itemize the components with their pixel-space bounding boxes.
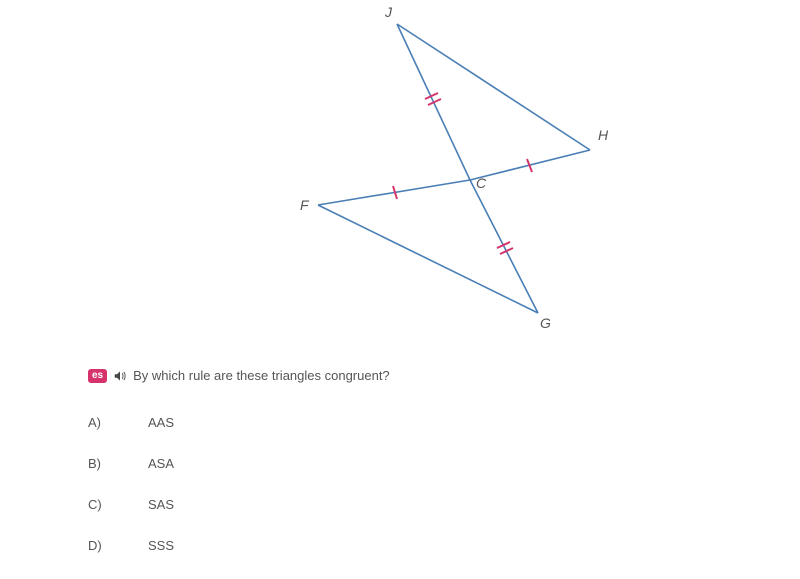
option-text: SSS <box>148 538 174 553</box>
option-text: ASA <box>148 456 174 471</box>
option-text: AAS <box>148 415 174 430</box>
es-badge[interactable]: es <box>88 369 107 383</box>
label-F: F <box>300 197 310 213</box>
question-text: By which rule are these triangles congru… <box>133 368 390 383</box>
label-G: G <box>540 315 551 330</box>
edge-GF <box>318 205 538 313</box>
answer-options: A) AAS B) ASA C) SAS D) SSS <box>88 415 174 579</box>
label-C: C <box>476 175 487 191</box>
diagram-svg: J H C F G <box>280 0 630 330</box>
label-J: J <box>384 4 393 20</box>
option-letter: C) <box>88 497 148 512</box>
option-b[interactable]: B) ASA <box>88 456 174 471</box>
option-a[interactable]: A) AAS <box>88 415 174 430</box>
option-letter: D) <box>88 538 148 553</box>
speaker-icon[interactable] <box>113 369 127 383</box>
option-c[interactable]: C) SAS <box>88 497 174 512</box>
option-d[interactable]: D) SSS <box>88 538 174 553</box>
tick-CJ <box>425 93 441 105</box>
question-row: es By which rule are these triangles con… <box>88 368 390 383</box>
option-letter: B) <box>88 456 148 471</box>
option-text: SAS <box>148 497 174 512</box>
label-H: H <box>598 127 609 143</box>
triangle-diagram: J H C F G <box>280 0 630 330</box>
edge-CG <box>470 180 538 313</box>
option-letter: A) <box>88 415 148 430</box>
